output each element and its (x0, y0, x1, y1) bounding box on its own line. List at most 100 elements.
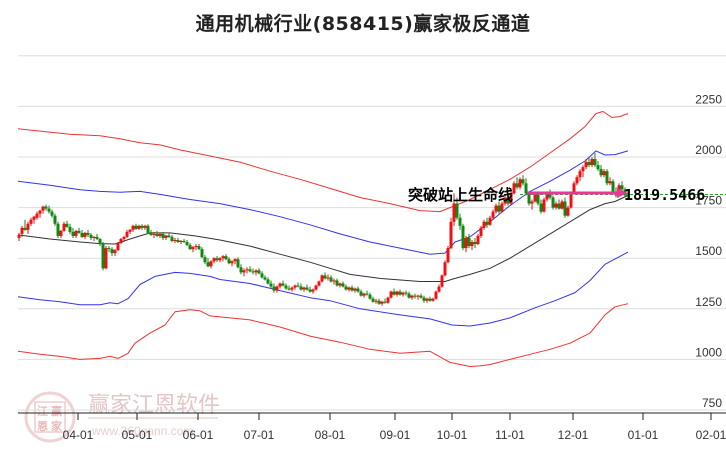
candle (404, 292, 408, 294)
candle (398, 291, 402, 295)
candle (65, 223, 69, 227)
candle (98, 238, 102, 245)
candle (533, 193, 537, 202)
candle (242, 270, 246, 273)
candle (71, 231, 75, 236)
candle (593, 159, 597, 166)
candle (407, 293, 411, 298)
candle (116, 243, 120, 251)
candle (197, 246, 201, 250)
candle (596, 165, 600, 170)
candle (419, 295, 423, 298)
candle (50, 211, 54, 216)
candle (377, 300, 381, 304)
candle (269, 283, 273, 287)
x-tick-label: 02-01 (696, 428, 726, 442)
candle (467, 237, 471, 247)
candle (278, 283, 282, 287)
candle (107, 248, 111, 250)
candle (425, 298, 429, 301)
candle (428, 298, 432, 301)
candle (449, 221, 453, 249)
candle (341, 283, 345, 287)
candle (443, 262, 447, 276)
candle (530, 201, 534, 204)
candle (23, 227, 27, 230)
candle (182, 240, 186, 243)
candle (605, 171, 609, 184)
band-outer_upper (17, 111, 629, 213)
candle (47, 208, 51, 212)
band-mid (17, 195, 629, 282)
candle (455, 203, 459, 218)
candle (137, 225, 141, 229)
x-tick-label: 09-01 (380, 428, 411, 442)
candle (581, 167, 585, 172)
candle (509, 193, 513, 204)
candle (380, 301, 384, 304)
candle (389, 291, 393, 298)
candle (557, 203, 561, 209)
candle (80, 232, 84, 237)
candle (215, 258, 219, 261)
candle (464, 237, 468, 249)
candle (32, 216, 36, 220)
candle (470, 242, 474, 247)
candle (560, 201, 564, 209)
candle (158, 233, 162, 236)
candle (485, 221, 489, 225)
candle (554, 203, 558, 208)
candle (545, 193, 549, 200)
seal-char: 赢 (51, 404, 62, 418)
candle (542, 199, 546, 212)
candle (221, 256, 225, 259)
candle (461, 225, 465, 249)
candle (260, 273, 264, 278)
candle (68, 226, 72, 232)
candle (569, 193, 573, 208)
candle (59, 230, 63, 236)
candle (236, 259, 240, 268)
seal-char: 家 (51, 419, 63, 433)
band-inner_lower (17, 251, 629, 327)
candle (548, 193, 552, 198)
candle (608, 181, 612, 184)
candle (143, 225, 147, 228)
candle (92, 236, 96, 238)
candle (575, 177, 579, 184)
candle (551, 197, 555, 208)
candle (521, 179, 525, 184)
watermark-brand: 赢家江恩软件 (88, 393, 220, 418)
candle (74, 230, 78, 236)
candle (344, 286, 348, 290)
x-tick-label: 11-01 (495, 428, 525, 442)
candle (302, 287, 306, 290)
y-tick-label: 1000 (695, 345, 722, 359)
candle (332, 280, 336, 282)
candle (563, 201, 567, 216)
candle (248, 269, 252, 272)
candle (392, 291, 396, 295)
candle (266, 279, 270, 284)
candle (164, 235, 168, 238)
candle (167, 235, 171, 237)
candle (209, 261, 213, 267)
candle (293, 285, 297, 288)
candle (275, 286, 279, 291)
candle (35, 213, 39, 218)
candle (185, 242, 189, 246)
candle (401, 292, 405, 295)
candle (518, 179, 522, 188)
candle (386, 297, 390, 303)
candle (383, 301, 387, 303)
candle (62, 223, 66, 231)
candle (476, 235, 480, 245)
candle (506, 197, 510, 204)
watermark-url: www.360gann.com (91, 424, 193, 438)
candle (104, 248, 108, 269)
candle (347, 287, 351, 290)
candle (353, 288, 357, 291)
candle (83, 232, 87, 237)
candle (113, 250, 117, 254)
